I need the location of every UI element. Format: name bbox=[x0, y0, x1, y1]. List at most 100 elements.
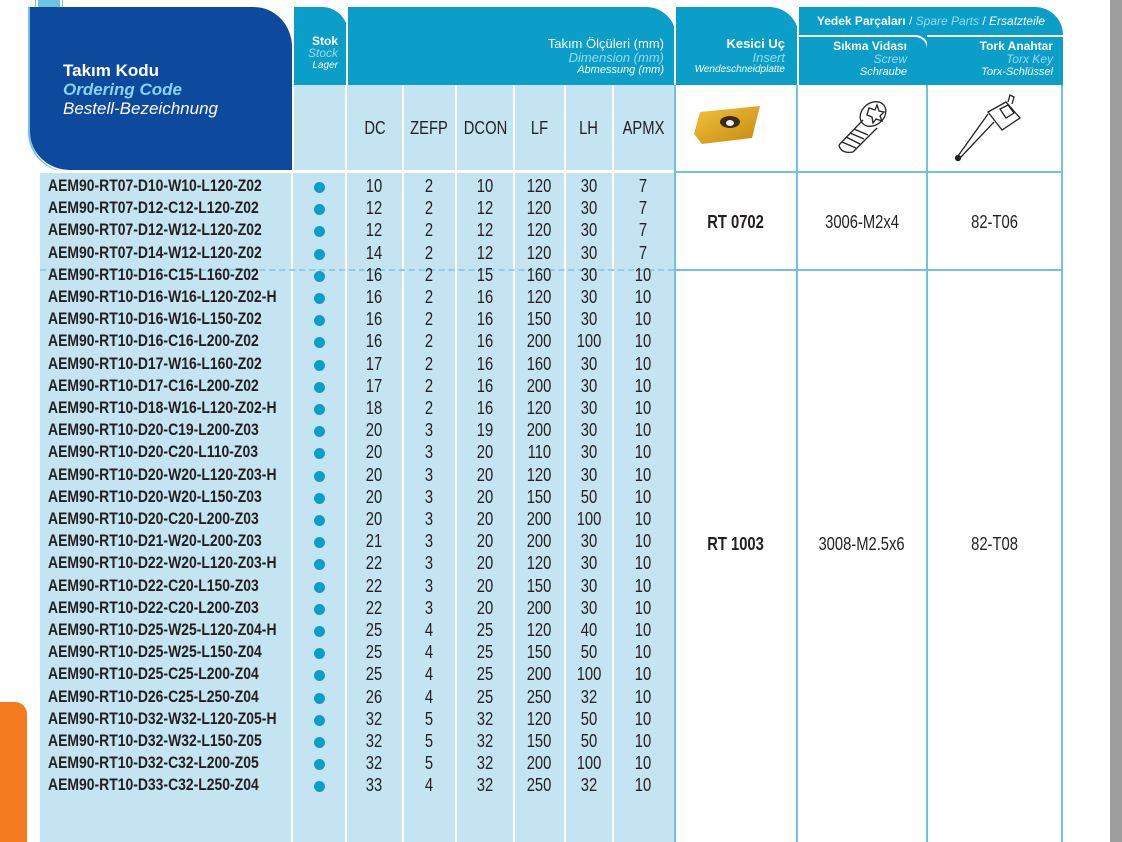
stock-dot-icon bbox=[314, 759, 325, 771]
cell-dcon: 16 bbox=[476, 375, 494, 396]
ordering-code: AEM90-RT10-D22-C20-L150-Z03 bbox=[48, 575, 259, 595]
key-header-tr: Tork Anahtar bbox=[979, 39, 1053, 53]
ordering-code: AEM90-RT10-D16-C16-L200-Z02 bbox=[48, 331, 259, 351]
ordering-code: AEM90-RT07-D12-W12-L120-Z02 bbox=[48, 220, 262, 240]
cell-lf: 200 bbox=[527, 509, 552, 529]
dimensions-header-de: Abmessung (mm) bbox=[577, 64, 664, 76]
spare-parts-en: Spare Parts bbox=[915, 14, 980, 28]
data-background bbox=[40, 172, 674, 842]
cell-zefp: 3 bbox=[425, 486, 434, 507]
cell-lf: 200 bbox=[527, 597, 552, 618]
cell-lh: 30 bbox=[580, 420, 598, 441]
cell-lh: 100 bbox=[576, 664, 602, 685]
cell-lf: 150 bbox=[527, 642, 552, 663]
cell-apmx: 10 bbox=[635, 509, 652, 529]
cell-apmx: 10 bbox=[635, 309, 652, 330]
cell-zefp: 4 bbox=[425, 620, 434, 640]
cell-zefp: 2 bbox=[425, 264, 434, 285]
cell-lh: 50 bbox=[580, 642, 598, 663]
cell-apmx: 7 bbox=[639, 242, 648, 263]
ordering-code: AEM90-RT10-D32-W32-L120-Z05-H bbox=[48, 708, 277, 728]
cell-lf: 200 bbox=[527, 531, 552, 552]
stock-dot-icon bbox=[314, 692, 325, 704]
ordering-code: AEM90-RT07-D14-W12-L120-Z02 bbox=[48, 242, 262, 262]
insert-header: Kesici Uç Insert Wendeschneidplatte bbox=[674, 7, 799, 85]
cell-apmx: 10 bbox=[635, 531, 652, 552]
cell-lh: 30 bbox=[580, 198, 598, 219]
cell-dc: 16 bbox=[366, 331, 383, 352]
key-code-82t06: 82-T06 bbox=[971, 212, 1018, 232]
ordering-code: AEM90-RT10-D33-C32-L250-Z04 bbox=[48, 775, 259, 795]
cell-lf: 150 bbox=[527, 486, 552, 507]
cell-lh: 30 bbox=[580, 264, 598, 285]
cell-zefp: 2 bbox=[425, 331, 434, 352]
ordering-code: AEM90-RT10-D20-C20-L110-Z03 bbox=[48, 442, 258, 462]
cell-apmx: 10 bbox=[635, 442, 652, 463]
cell-apmx: 10 bbox=[635, 597, 652, 618]
cell-lf: 250 bbox=[527, 775, 552, 796]
cell-apmx: 10 bbox=[635, 353, 652, 374]
cell-dcon: 16 bbox=[476, 353, 494, 374]
cell-apmx: 10 bbox=[635, 464, 652, 485]
cell-dcon: 25 bbox=[476, 642, 494, 663]
code-header-en: Ordering Code bbox=[63, 80, 183, 99]
ordering-code: AEM90-RT10-D26-C25-L250-Z04 bbox=[48, 686, 259, 706]
cell-lf: 110 bbox=[527, 442, 552, 463]
stock-dot-icon bbox=[314, 670, 325, 682]
stock-dot-icon bbox=[314, 470, 325, 482]
cell-apmx: 7 bbox=[639, 220, 648, 241]
cell-lf: 160 bbox=[527, 353, 552, 374]
ordering-code: AEM90-RT10-D32-W32-L150-Z05 bbox=[48, 731, 262, 750]
cell-zefp: 4 bbox=[425, 686, 434, 707]
cell-dc: 20 bbox=[366, 509, 383, 529]
cell-dc: 20 bbox=[366, 486, 383, 507]
cell-lf: 120 bbox=[527, 287, 552, 307]
divider bbox=[1061, 85, 1063, 842]
cell-apmx: 10 bbox=[635, 753, 652, 774]
divider bbox=[674, 85, 676, 842]
cell-dcon: 10 bbox=[476, 176, 494, 196]
column-header-apmx: APMX bbox=[622, 118, 665, 138]
cell-dcon: 20 bbox=[476, 553, 494, 574]
cell-lh: 30 bbox=[580, 287, 598, 307]
cell-zefp: 4 bbox=[425, 664, 434, 685]
stock-dot-icon bbox=[314, 270, 325, 282]
cell-dc: 17 bbox=[366, 353, 383, 374]
stock-dot-icon bbox=[314, 182, 325, 193]
cell-dcon: 32 bbox=[476, 731, 494, 751]
cell-dc: 12 bbox=[366, 198, 383, 219]
cell-dcon: 16 bbox=[476, 398, 494, 418]
cell-apmx: 10 bbox=[635, 553, 652, 574]
stock-dot-icon bbox=[314, 226, 325, 238]
cell-dc: 32 bbox=[366, 731, 383, 751]
insert-header-tr: Kesici Uç bbox=[726, 36, 785, 51]
cell-lf: 120 bbox=[527, 220, 552, 241]
cell-dc: 16 bbox=[366, 264, 383, 285]
ordering-code: AEM90-RT07-D10-W10-L120-Z02 bbox=[48, 176, 262, 195]
cell-dc: 32 bbox=[366, 708, 383, 729]
dimensions-header: Takım Ölçüleri (mm) Dimension (mm) Abmes… bbox=[346, 7, 676, 85]
stock-dot-icon bbox=[314, 492, 325, 504]
divider bbox=[402, 85, 404, 842]
stock-dot-icon bbox=[314, 559, 325, 571]
code-header-de: Bestell-Bezeichnung bbox=[63, 99, 218, 118]
cell-lh: 30 bbox=[580, 575, 598, 596]
cell-lf: 150 bbox=[527, 575, 552, 596]
ordering-code-header: Takım Kodu Ordering Code Bestell-Bezeich… bbox=[30, 7, 294, 172]
cell-zefp: 2 bbox=[425, 309, 434, 330]
insert-header-en: Insert bbox=[752, 50, 785, 65]
cell-zefp: 5 bbox=[425, 708, 434, 729]
stock-dot-icon bbox=[314, 737, 325, 748]
ordering-code: AEM90-RT10-D21-W20-L200-Z03 bbox=[48, 531, 262, 551]
spare-parts-tr: Yedek Parçaları bbox=[816, 14, 906, 28]
spare-parts-sep: / bbox=[905, 14, 916, 28]
cell-dc: 12 bbox=[366, 220, 383, 241]
page-edge bbox=[1110, 0, 1122, 842]
cell-lh: 30 bbox=[580, 220, 598, 241]
ordering-code: AEM90-RT10-D20-C20-L200-Z03 bbox=[48, 509, 259, 528]
cell-zefp: 3 bbox=[425, 464, 434, 485]
cell-lh: 30 bbox=[580, 309, 598, 330]
cell-lh: 100 bbox=[576, 331, 602, 352]
cell-lh: 30 bbox=[580, 464, 598, 485]
cell-dc: 33 bbox=[366, 775, 383, 796]
